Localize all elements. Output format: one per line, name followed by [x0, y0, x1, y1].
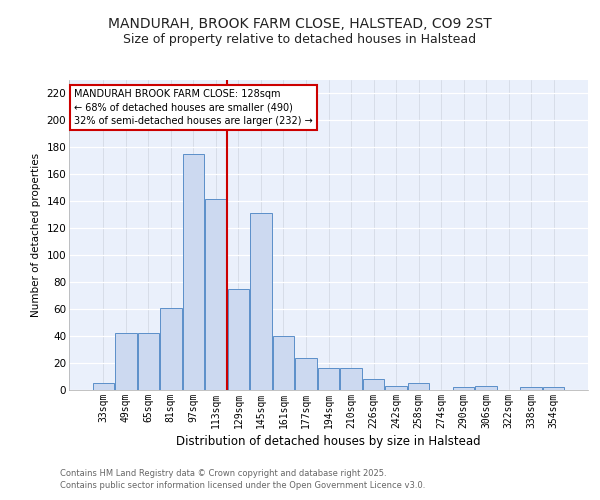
Bar — [182, 154, 204, 390]
Bar — [205, 198, 227, 390]
Bar — [273, 336, 294, 390]
Bar — [92, 384, 114, 390]
Bar — [543, 388, 565, 390]
Bar — [295, 358, 317, 390]
Bar — [385, 386, 407, 390]
Bar — [363, 379, 384, 390]
Text: Contains HM Land Registry data © Crown copyright and database right 2025.: Contains HM Land Registry data © Crown c… — [60, 468, 386, 477]
Bar — [115, 334, 137, 390]
Bar — [453, 388, 475, 390]
Bar — [520, 388, 542, 390]
Text: MANDURAH BROOK FARM CLOSE: 128sqm
← 68% of detached houses are smaller (490)
32%: MANDURAH BROOK FARM CLOSE: 128sqm ← 68% … — [74, 90, 313, 126]
Bar — [228, 289, 249, 390]
Text: Size of property relative to detached houses in Halstead: Size of property relative to detached ho… — [124, 32, 476, 46]
Bar — [408, 384, 429, 390]
Text: Contains public sector information licensed under the Open Government Licence v3: Contains public sector information licen… — [60, 481, 425, 490]
Bar — [475, 386, 497, 390]
X-axis label: Distribution of detached houses by size in Halstead: Distribution of detached houses by size … — [176, 435, 481, 448]
Text: MANDURAH, BROOK FARM CLOSE, HALSTEAD, CO9 2ST: MANDURAH, BROOK FARM CLOSE, HALSTEAD, CO… — [108, 18, 492, 32]
Y-axis label: Number of detached properties: Number of detached properties — [31, 153, 41, 317]
Bar — [137, 334, 159, 390]
Bar — [340, 368, 362, 390]
Bar — [318, 368, 339, 390]
Bar — [250, 214, 272, 390]
Bar — [160, 308, 182, 390]
